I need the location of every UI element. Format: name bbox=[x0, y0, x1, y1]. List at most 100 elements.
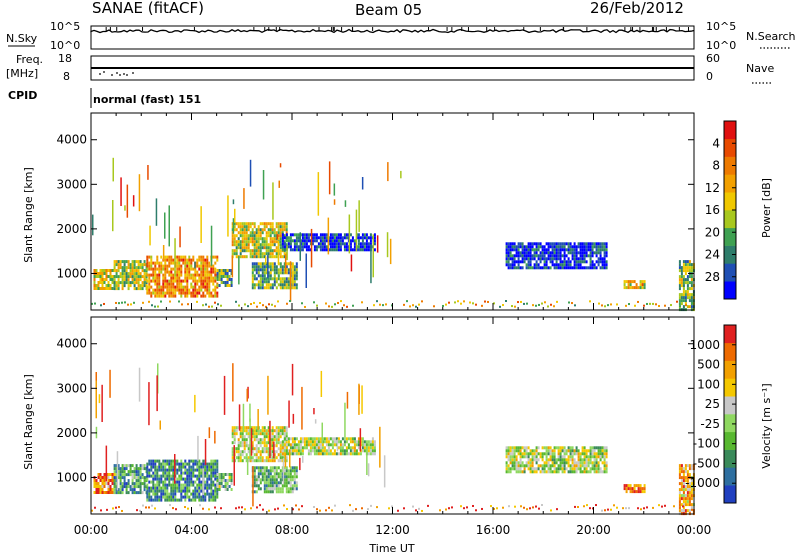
heatmap-cell bbox=[243, 246, 246, 250]
heatmap-cell bbox=[688, 281, 691, 285]
heatmap-cell bbox=[283, 225, 286, 229]
heatmap-cell bbox=[690, 479, 693, 483]
heatmap-ground-cell bbox=[541, 504, 543, 507]
heatmap-cell bbox=[190, 498, 193, 502]
heatmap-cell bbox=[200, 279, 203, 283]
heatmap-ground-cell bbox=[685, 504, 687, 507]
heatmap-cell bbox=[623, 280, 626, 284]
y-tick-label: 3000 bbox=[56, 177, 87, 191]
heatmap-cell bbox=[587, 470, 590, 474]
heatmap-cell bbox=[545, 266, 548, 270]
heatmap-cell bbox=[265, 444, 268, 448]
heatmap-cell bbox=[192, 276, 195, 280]
heatmap-cell bbox=[680, 293, 683, 297]
heatmap-cell bbox=[139, 275, 142, 279]
heatmap-cell bbox=[283, 252, 286, 256]
heatmap-cell bbox=[283, 484, 286, 488]
heatmap-cell bbox=[373, 446, 376, 450]
heatmap-cell bbox=[172, 492, 175, 496]
heatmap-cell bbox=[148, 495, 151, 499]
heatmap-cell bbox=[259, 469, 262, 473]
heatmap-cell bbox=[154, 492, 157, 496]
heatmap-cell bbox=[678, 467, 681, 471]
heatmap-cell bbox=[206, 285, 209, 289]
heatmap-cell bbox=[216, 462, 219, 466]
heatmap-cell bbox=[148, 279, 151, 283]
heatmap-cell bbox=[194, 480, 197, 484]
heatmap-streak bbox=[361, 385, 363, 414]
heatmap-cell bbox=[605, 254, 608, 258]
heatmap-cell bbox=[587, 248, 590, 252]
heatmap-cell bbox=[172, 282, 175, 286]
heatmap-cell bbox=[180, 489, 183, 493]
heatmap-cell bbox=[587, 242, 590, 246]
heatmap-cell bbox=[589, 245, 592, 249]
heatmap-cell bbox=[293, 437, 296, 441]
heatmap-cell bbox=[283, 262, 286, 266]
heatmap-cell bbox=[154, 486, 157, 490]
heatmap-cell bbox=[101, 491, 104, 494]
heatmap-cell bbox=[575, 257, 578, 261]
heatmap-cell bbox=[119, 281, 122, 285]
heatmap-cell bbox=[241, 435, 244, 439]
colorbar-segment bbox=[724, 245, 736, 264]
heatmap-cell bbox=[109, 284, 112, 287]
heatmap-cell bbox=[139, 488, 142, 492]
heatmap-cell bbox=[103, 473, 106, 476]
heatmap-cell bbox=[156, 474, 159, 478]
heatmap-cell bbox=[226, 488, 229, 491]
heatmap-ground-cell bbox=[460, 505, 462, 508]
heatmap-cell bbox=[105, 272, 108, 275]
heatmap-cell bbox=[241, 432, 244, 436]
heatmap-cell bbox=[261, 246, 264, 250]
heatmap-cell bbox=[156, 267, 159, 271]
heatmap-cell bbox=[293, 472, 296, 476]
heatmap-cell bbox=[511, 242, 514, 246]
heatmap-cell bbox=[194, 267, 197, 271]
heatmap-cell bbox=[93, 278, 96, 281]
heatmap-cell bbox=[319, 248, 322, 252]
heatmap-cell bbox=[156, 282, 159, 286]
heatmap-cell bbox=[241, 438, 244, 442]
heatmap-cell bbox=[220, 476, 223, 479]
heatmap-cell bbox=[263, 472, 266, 476]
heatmap-cell bbox=[97, 272, 100, 275]
heatmap-cell bbox=[678, 281, 681, 285]
velocity-colorbar-label: Velocity [m s⁻¹] bbox=[760, 383, 773, 468]
heatmap-cell bbox=[579, 242, 582, 246]
heatmap-cell bbox=[154, 264, 157, 268]
heatmap-ground-cell bbox=[379, 303, 381, 306]
heatmap-cell bbox=[289, 437, 292, 441]
heatmap-cell bbox=[158, 462, 161, 466]
heatmap-cell bbox=[521, 266, 524, 270]
heatmap-cell bbox=[206, 270, 209, 274]
heatmap-cell bbox=[131, 485, 134, 489]
heatmap-cell bbox=[523, 257, 526, 261]
heatmap-cell bbox=[152, 498, 155, 502]
heatmap-cell bbox=[186, 258, 189, 262]
heatmap-cell bbox=[353, 449, 356, 453]
heatmap-cell bbox=[567, 461, 570, 465]
colorbar-segment bbox=[724, 263, 736, 282]
heatmap-cell bbox=[158, 483, 161, 487]
heatmap-cell bbox=[143, 269, 146, 273]
heatmap-cell bbox=[577, 263, 580, 267]
heatmap-cell bbox=[277, 484, 280, 488]
heatmap-cell bbox=[168, 468, 171, 472]
heatmap-cell bbox=[597, 464, 600, 468]
heatmap-cell bbox=[583, 470, 586, 474]
heatmap-cell bbox=[295, 286, 298, 290]
heatmap-cell bbox=[289, 472, 292, 476]
heatmap-cell bbox=[259, 441, 262, 445]
heatmap-cell bbox=[623, 283, 626, 287]
heatmap-cell bbox=[680, 509, 683, 513]
heatmap-cell bbox=[196, 486, 199, 490]
heatmap-cell bbox=[680, 485, 683, 489]
heatmap-cell bbox=[571, 464, 574, 468]
heatmap-cell bbox=[170, 288, 173, 292]
heatmap-cell bbox=[567, 257, 570, 261]
heatmap-cell bbox=[571, 266, 574, 270]
heatmap-cell bbox=[231, 249, 234, 253]
heatmap-cell bbox=[537, 248, 540, 252]
heatmap-cell bbox=[678, 464, 681, 468]
